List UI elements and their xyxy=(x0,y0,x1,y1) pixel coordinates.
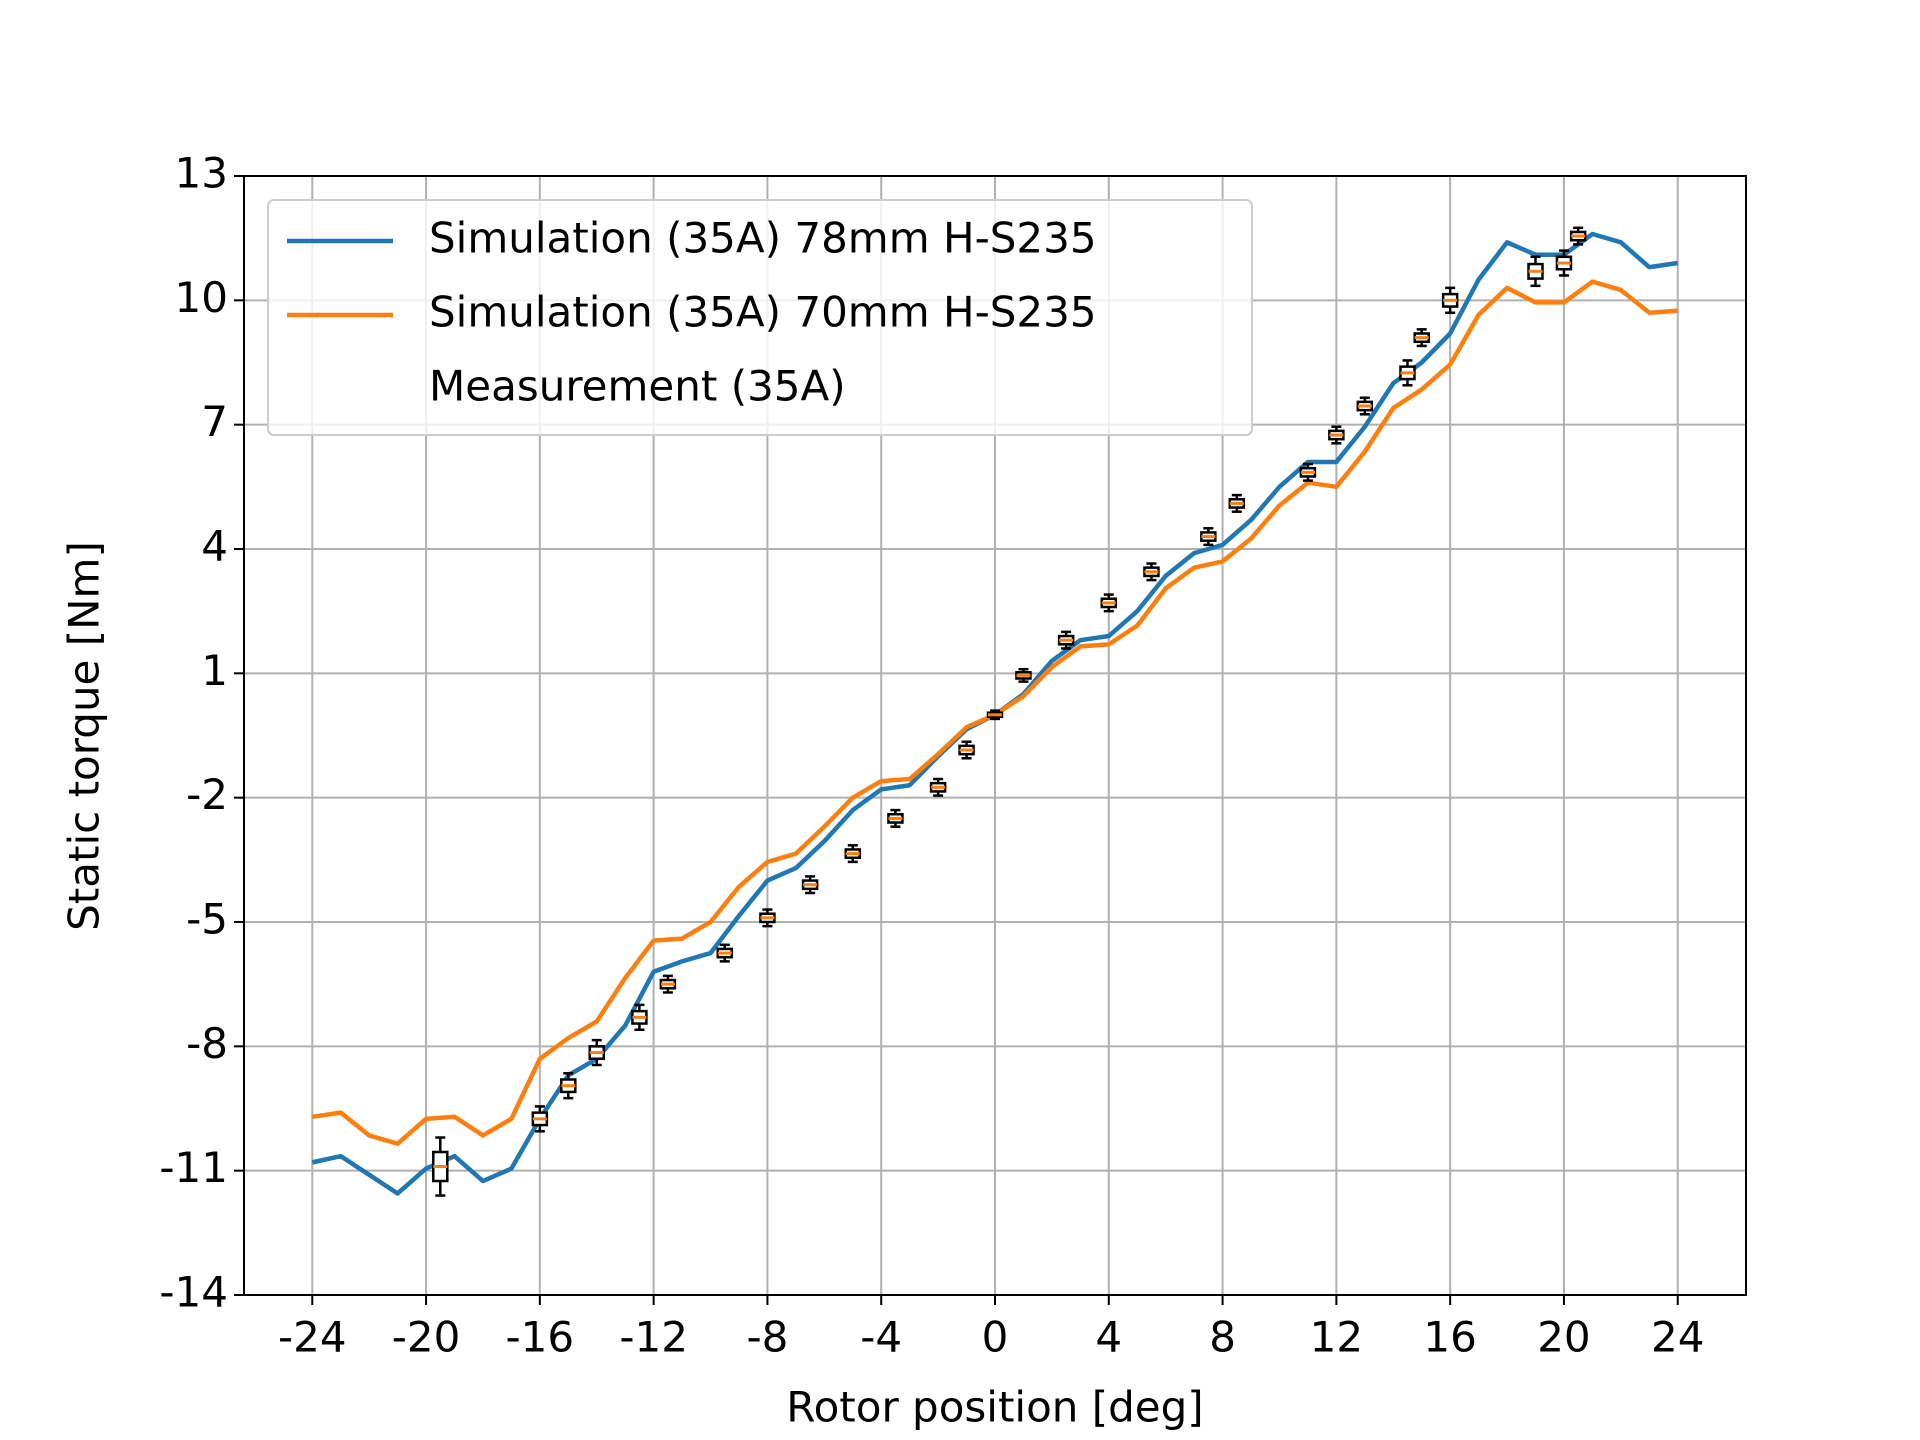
y-tick-label: 13 xyxy=(175,149,228,198)
x-tick-label: 20 xyxy=(1537,1313,1590,1362)
x-tick-label: 4 xyxy=(1095,1313,1122,1362)
x-tick-label: -24 xyxy=(278,1313,347,1362)
x-tick-label: 0 xyxy=(982,1313,1009,1362)
x-tick-label: -4 xyxy=(860,1313,902,1362)
y-tick-label: -8 xyxy=(186,1019,228,1068)
x-tick-label: 12 xyxy=(1310,1313,1363,1362)
y-tick-label: -11 xyxy=(159,1143,228,1192)
y-tick-label: 10 xyxy=(175,273,228,322)
y-tick-label: -14 xyxy=(159,1268,228,1317)
x-tick-label: 24 xyxy=(1651,1313,1704,1362)
y-tick-label: -5 xyxy=(186,895,228,944)
y-axis-label: Static torque [Nm] xyxy=(60,541,109,931)
x-tick-label: -20 xyxy=(392,1313,461,1362)
legend-label: Simulation (35A) 70mm H-S235 xyxy=(429,288,1097,337)
x-tick-label: 16 xyxy=(1423,1313,1476,1362)
x-tick-label: -8 xyxy=(746,1313,788,1362)
x-axis-label: Rotor position [deg] xyxy=(786,1383,1203,1432)
legend-box xyxy=(267,199,1253,436)
y-tick-label: 7 xyxy=(201,397,228,446)
legend-label: Simulation (35A) 78mm H-S235 xyxy=(429,214,1097,263)
y-tick-label: -2 xyxy=(186,770,228,819)
x-tick-label: -16 xyxy=(506,1313,575,1362)
plot-frame xyxy=(243,175,1747,1296)
legend-label: Measurement (35A) xyxy=(429,362,846,411)
x-tick-label: -12 xyxy=(619,1313,688,1362)
x-tick-label: 8 xyxy=(1209,1313,1236,1362)
y-tick-label: 1 xyxy=(201,646,228,695)
y-tick-label: 4 xyxy=(201,522,228,571)
